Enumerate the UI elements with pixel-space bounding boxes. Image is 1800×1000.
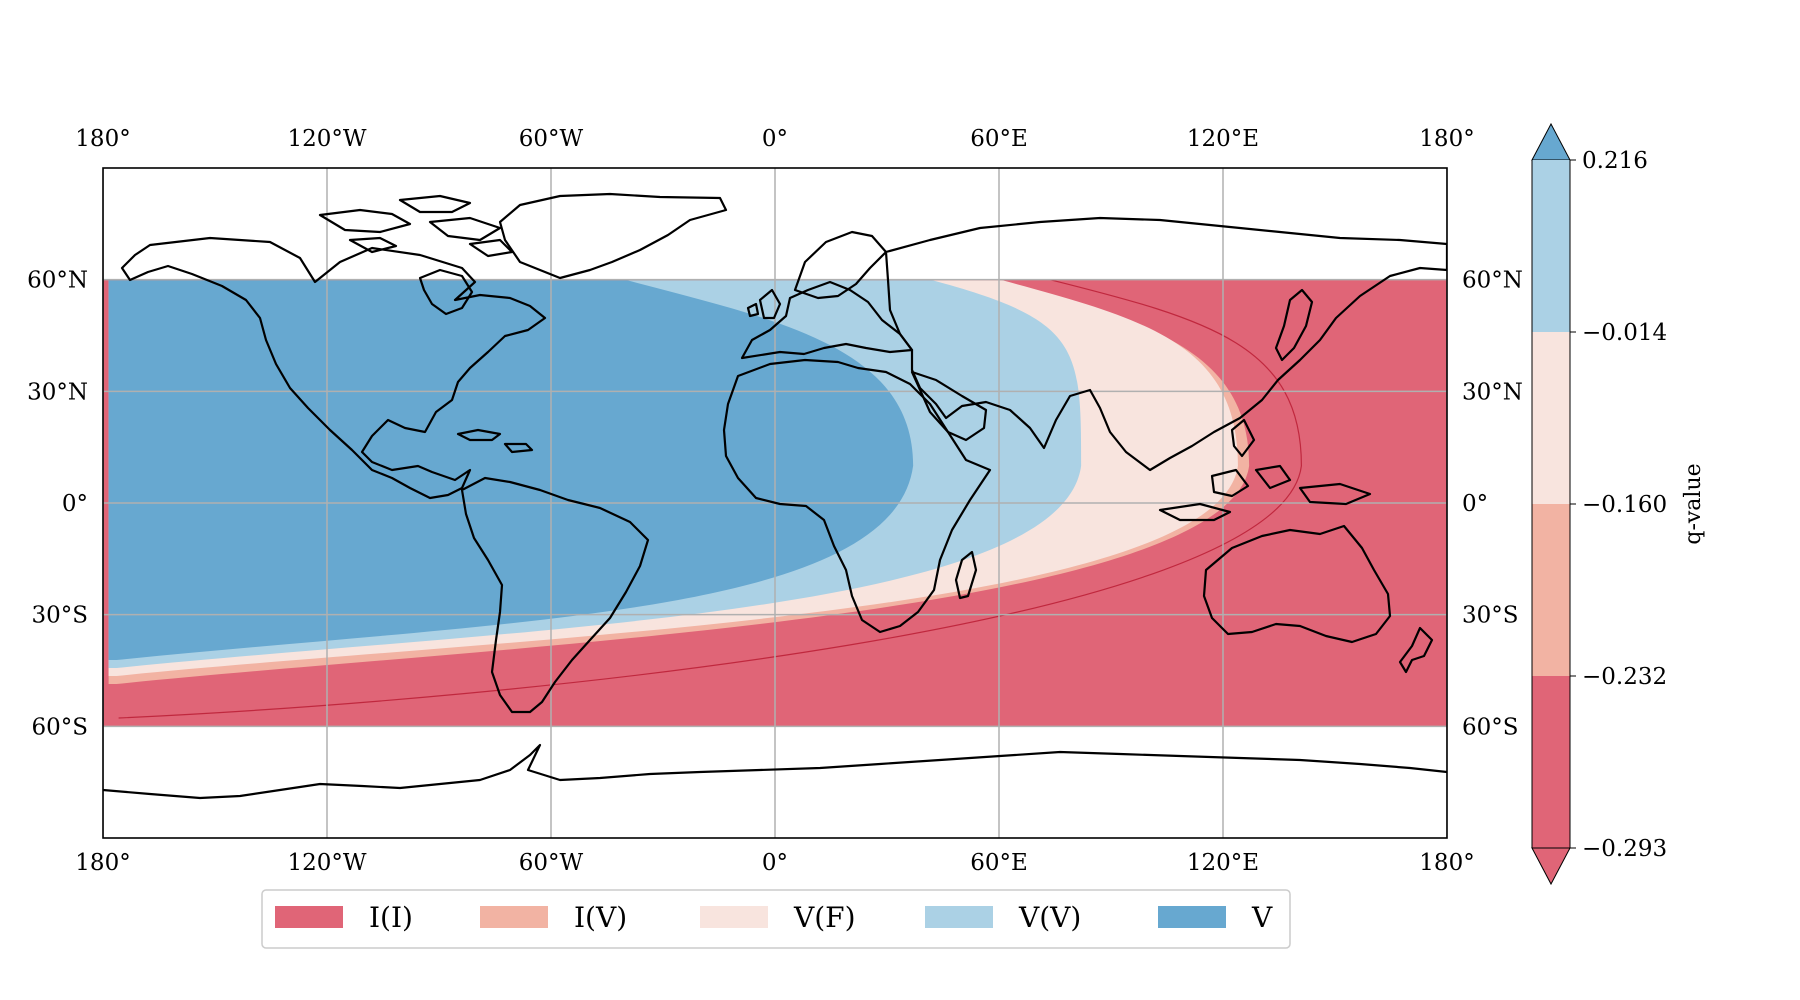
lat-tick-label: 0° — [62, 491, 88, 517]
map-tick-labels: 180° 180° 120°W 120°W 60°W 60°W 0° 0° 60°E 60°E 12… — [27, 126, 1523, 876]
colorbar-bin — [1532, 676, 1570, 848]
lat-tick-label: 60°N — [27, 268, 88, 294]
zone-V — [108, 279, 914, 660]
coastline-indonesia — [1158, 418, 1372, 522]
legend-swatch — [700, 906, 768, 928]
colorbar-bin — [1532, 332, 1570, 504]
legend-swatch — [275, 906, 343, 928]
coastline-hudson-bay — [418, 268, 474, 316]
legend-frame — [261, 889, 1291, 949]
lon-tick-label: 60°E — [970, 850, 1028, 876]
colorbar-tick-label: −0.160 — [1582, 492, 1667, 518]
colorbar-bin — [1532, 160, 1570, 332]
legend-items: I(I) I(V) V(F) V(V) V — [275, 901, 1273, 934]
coastline-antarctica — [103, 743, 1447, 800]
lon-tick-label: 180° — [75, 126, 130, 152]
lon-tick-label: 180° — [1419, 126, 1474, 152]
legend-label: I(I) — [369, 901, 413, 934]
lat-tick-label: 60°S — [1462, 714, 1519, 740]
lon-tick-label: 120°E — [1187, 126, 1259, 152]
colorbar-tick-label: −0.014 — [1582, 320, 1667, 346]
coastline-arctic-islands — [318, 194, 514, 258]
lon-tick-label: 60°W — [519, 126, 584, 152]
lat-tick-label: 0° — [1462, 491, 1488, 517]
colorbar-tick-label: 0.216 — [1582, 148, 1648, 174]
legend-swatch — [480, 906, 548, 928]
coastline-new-zealand — [1398, 626, 1434, 674]
colorbar-top-arrow — [1531, 122, 1571, 161]
coastline-south-america — [460, 476, 650, 714]
lon-tick-label: 120°W — [287, 850, 366, 876]
coastline-madagascar — [954, 550, 978, 600]
coastline-british-isles — [746, 288, 782, 320]
coastline-greenland — [498, 192, 728, 280]
coastline-caribbean — [456, 428, 534, 454]
lon-tick-label: 0° — [762, 850, 788, 876]
colorbar-bottom-arrow — [1531, 847, 1571, 886]
coastline-japan — [1274, 288, 1314, 362]
lat-tick-label: 60°N — [1462, 268, 1523, 294]
legend-swatch — [1158, 906, 1226, 928]
coastline-africa — [722, 358, 992, 634]
coastline-north-america — [120, 236, 547, 500]
lon-tick-label: 180° — [75, 850, 130, 876]
colorbar-bin — [1532, 504, 1570, 676]
zone-contour — [108, 279, 1303, 719]
lat-tick-label: 60°S — [31, 714, 88, 740]
coastlines — [103, 192, 1447, 800]
colorbar-tick-label: −0.293 — [1582, 836, 1667, 862]
lon-tick-label: 120°W — [287, 126, 366, 152]
legend-label: V(F) — [793, 901, 856, 934]
colorbar: 0.216 −0.014 −0.160 −0.232 −0.293 — [1531, 122, 1667, 886]
lat-tick-label: 30°N — [27, 379, 88, 405]
legend: I(I) I(V) V(F) V(V) V — [261, 889, 1291, 949]
lon-tick-label: 60°E — [970, 126, 1028, 152]
legend-label: I(V) — [574, 901, 627, 934]
coastline-arabia — [910, 370, 988, 442]
lon-tick-label: 120°E — [1187, 850, 1259, 876]
colorbar-label: q-value — [1681, 463, 1706, 544]
lon-tick-label: 180° — [1419, 850, 1474, 876]
legend-swatch — [925, 906, 993, 928]
lat-tick-label: 30°N — [1462, 379, 1523, 405]
legend-label: V — [1251, 901, 1273, 934]
lon-tick-label: 60°W — [519, 850, 584, 876]
coastline-europe — [740, 280, 914, 360]
lat-tick-label: 30°S — [31, 603, 88, 629]
coastline-australia — [1202, 524, 1392, 644]
map-gridlines — [103, 168, 1447, 838]
legend-label: V(V) — [1018, 901, 1081, 934]
lat-tick-label: 30°S — [1462, 603, 1519, 629]
coastline-asia — [884, 216, 1447, 472]
colorbar-tick-label: −0.232 — [1582, 664, 1667, 690]
map-frame — [102, 167, 1448, 839]
lon-tick-label: 0° — [762, 126, 788, 152]
